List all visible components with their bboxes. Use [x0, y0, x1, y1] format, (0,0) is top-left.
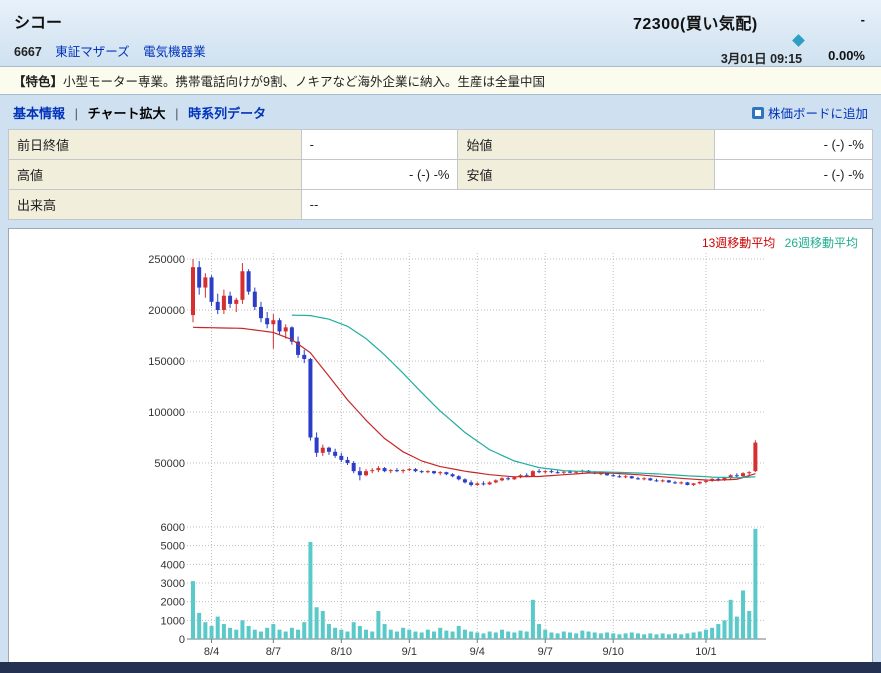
svg-text:8/7: 8/7 [266, 646, 281, 658]
volume-label: 出来高 [8, 189, 302, 220]
quote-datetime: 3月01日 09:15 [720, 52, 803, 66]
tab-chart-expand[interactable]: チャート拡大 [87, 106, 166, 121]
prev-close-label: 前日終値 [8, 129, 302, 160]
header: シコー 6667 東証マザーズ 電気機器業 72300(買い気配) - 3月01… [0, 0, 881, 66]
current-price: 72300(買い気配) [633, 16, 758, 33]
low-label: 安値 [457, 159, 716, 190]
chart-panel: 13週移動平均 26週移動平均 250000 200000 150000 100000… [8, 228, 873, 666]
ma13-line [192, 326, 756, 481]
stock-code: 6667 [14, 45, 42, 59]
svg-text:10/1: 10/1 [695, 646, 716, 658]
volume-bars [191, 528, 758, 639]
stock-name: シコー [14, 15, 63, 32]
tab-separator: | [74, 106, 79, 121]
stock-meta: 6667 東証マザーズ 電気機器業 [14, 41, 867, 60]
svg-text:1000: 1000 [161, 615, 185, 627]
feature-label: 【特色】 [13, 75, 64, 89]
open-value: - (-) -% [714, 129, 873, 160]
svg-text:5000: 5000 [161, 541, 185, 553]
svg-text:50000: 50000 [154, 458, 185, 470]
svg-text:9/7: 9/7 [538, 646, 553, 658]
candles [191, 259, 758, 487]
prev-close-value: - [300, 129, 459, 160]
quote-table: 前日終値 - 始値 - (-) -% 高値 - (-) -% 安値 - (-) … [8, 129, 874, 220]
feature-bar: 【特色】小型モーター専業。携帯電話向けが9割、ノキアなど海外企業に納入。生産は全… [0, 66, 881, 95]
add-to-board-label: 株価ボードに追加 [767, 107, 868, 121]
table-row: 高値 - (-) -% 安値 - (-) -% [8, 159, 873, 190]
svg-text:4000: 4000 [161, 559, 185, 571]
svg-text:250000: 250000 [148, 254, 185, 266]
high-value: - (-) -% [300, 159, 459, 190]
ma26-line [291, 314, 756, 479]
tab-bar: 基本情報 | チャート拡大 | 時系列データ 株価ボードに追加 [0, 95, 881, 127]
open-label: 始値 [457, 129, 716, 160]
chart-legend: 13週移動平均 26週移動平均 [696, 234, 858, 251]
table-row: 出来高 -- [8, 189, 874, 220]
svg-text:200000: 200000 [148, 305, 185, 317]
svg-text:9/10: 9/10 [603, 646, 624, 658]
high-label: 高値 [8, 159, 302, 190]
svg-text:6000: 6000 [161, 522, 185, 534]
svg-text:0: 0 [179, 634, 185, 646]
legend-ma26: 26週移動平均 [784, 236, 858, 250]
svg-text:9/4: 9/4 [470, 646, 485, 658]
quote-summary: 72300(買い気配) - 3月01日 09:15 0.00% [633, 10, 865, 67]
board-icon [751, 107, 764, 119]
change-percent: 0.00% [828, 48, 865, 63]
svg-text:8/4: 8/4 [204, 646, 219, 658]
legend-ma13: 13週移動平均 [701, 236, 776, 250]
volume-value: -- [300, 189, 874, 220]
table-row: 前日終値 - 始値 - (-) -% [8, 129, 873, 160]
svg-text:8/10: 8/10 [331, 646, 352, 658]
market-link[interactable]: 東証マザーズ [55, 45, 130, 59]
svg-text:3000: 3000 [161, 578, 185, 590]
svg-text:9/1: 9/1 [402, 646, 417, 658]
candlestick-chart: 250000 200000 150000 100000 50000 6000 5000 400… [148, 253, 766, 658]
quote-marker-icon [792, 34, 805, 47]
tab-basic-info[interactable]: 基本情報 [13, 106, 66, 121]
svg-text:100000: 100000 [148, 407, 185, 419]
svg-text:2000: 2000 [161, 597, 185, 609]
add-to-board-link[interactable]: 株価ボードに追加 [751, 103, 868, 122]
tab-time-series[interactable]: 時系列データ [188, 106, 267, 121]
svg-text:150000: 150000 [148, 356, 185, 368]
price-change: - [860, 12, 865, 27]
industry-link[interactable]: 電気機器業 [143, 45, 206, 59]
low-value: - (-) -% [714, 159, 873, 190]
tab-separator: | [175, 106, 179, 121]
footer-strip [0, 662, 881, 673]
feature-text: 小型モーター専業。携帯電話向けが9割、ノキアなど海外企業に納入。生産は全量中国 [63, 75, 545, 89]
